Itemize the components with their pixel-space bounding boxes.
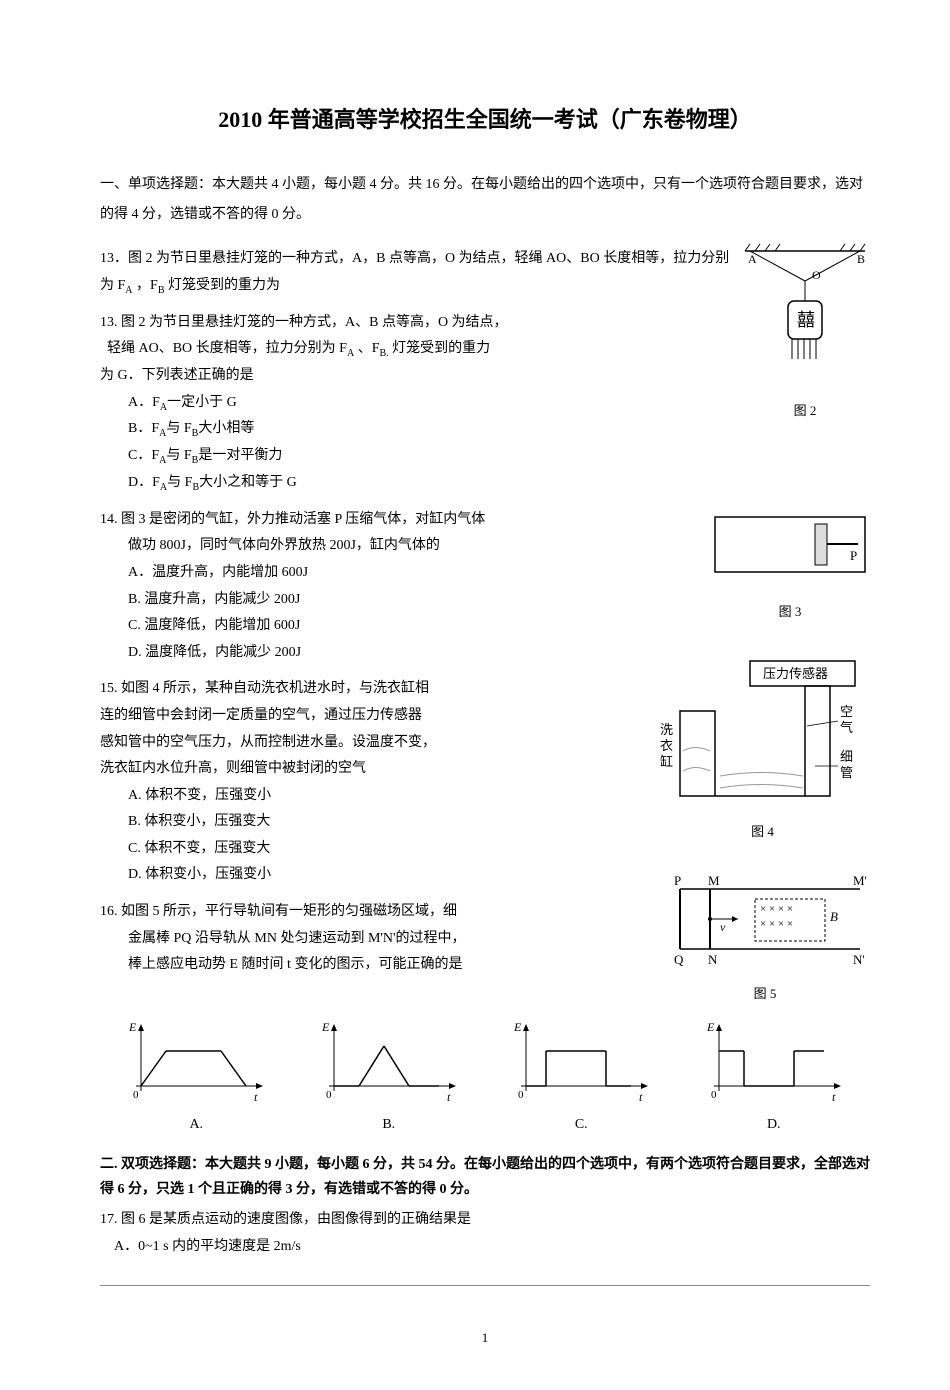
q15-opt-b: B. 体积变小，压强变大 <box>128 809 870 836</box>
page-number: 1 <box>100 1326 870 1349</box>
q14-opt-c: C. 温度降低，内能增加 600J <box>128 613 870 640</box>
q14-line1: 14. 图 3 是密闭的气缸，外力推动活塞 P 压缩气体，对缸内气体 <box>100 507 870 534</box>
q15-line4: 洗衣缸内水位升高，则细管中被封闭的空气 <box>100 756 870 783</box>
q16-line2: 金属棒 PQ 沿导轨从 MN 处匀速运动到 M'N'的过程中， <box>100 926 870 953</box>
section2-intro: 二. 双项选择题：本大题共 9 小题，每小题 6 分，共 54 分。在每小题给出… <box>100 1152 870 1202</box>
graph-label-c: C. <box>506 1112 656 1137</box>
q13-opt-d: D．FA与 FB大小之和等于 G <box>128 470 870 497</box>
q15-opt-a: A. 体积不变，压强变小 <box>128 783 870 810</box>
graph-c: E 0 t C. <box>506 1016 656 1137</box>
graph-b: E 0 t B. <box>314 1016 464 1137</box>
q13-opt-c: C．FA与 FB是一对平衡力 <box>128 443 870 470</box>
svg-text:t: t <box>254 1090 258 1104</box>
question-14: 14. 图 3 是密闭的气缸，外力推动活塞 P 压缩气体，对缸内气体 做功 80… <box>100 507 870 667</box>
sub-b: B <box>158 285 165 296</box>
q17-text: 17. 图 6 是某质点运动的速度图像，由图像得到的正确结果是 <box>100 1207 870 1234</box>
graph-label-a: A. <box>121 1112 271 1137</box>
sub-a: A <box>125 285 132 296</box>
q13-opt-a: A．FA一定小于 G <box>128 390 870 417</box>
q13-line2a: 轻绳 AO、BO 长度相等，拉力分别为 F <box>107 341 347 356</box>
q15-opt-d: D. 体积变小，压强变小 <box>128 862 870 889</box>
svg-text:E: E <box>321 1020 330 1034</box>
q15-line3: 感知管中的空气压力，从而控制进水量。设温度不变， <box>100 730 870 757</box>
graph-label-d: D. <box>699 1112 849 1137</box>
q16-line1: 16. 如图 5 所示，平行导轨间有一矩形的匀强磁场区域，细 <box>100 899 870 926</box>
q16-graphs: E 0 t A. E 0 t B. E <box>100 1016 870 1137</box>
q13-line3: 为 G．下列表述正确的是 <box>100 363 870 390</box>
section1-intro: 一、单项选择题：本大题共 4 小题，每小题 4 分。共 16 分。在每小题给出的… <box>100 170 870 232</box>
svg-text:E: E <box>706 1020 715 1034</box>
question-13a: 13．图 2 为节日里悬挂灯笼的一种方式，A，B 点等高，O 为结点，轻绳 AO… <box>100 246 870 299</box>
sub-b: B. <box>380 348 389 359</box>
fig5-label: 图 5 <box>660 982 870 1005</box>
graph-d: E 0 t D. <box>699 1016 849 1137</box>
svg-text:E: E <box>128 1020 137 1034</box>
graph-a: E 0 t A. <box>121 1016 271 1137</box>
q14-line2: 做功 800J，同时气体向外界放热 200J，缸内气体的 <box>100 533 870 560</box>
svg-text:E: E <box>513 1020 522 1034</box>
q15-line2: 连的细管中会封闭一定质量的空气，通过压力传感器 <box>100 703 870 730</box>
footer-divider <box>100 1285 870 1286</box>
page-title: 2010 年普通高等学校招生全国统一考试（广东卷物理） <box>100 100 870 140</box>
q13a-text2: ，F <box>136 278 158 293</box>
question-15: 15. 如图 4 所示，某种自动洗衣机进水时，与洗衣缸相 连的细管中会封闭一定质… <box>100 676 870 889</box>
q13-line2c: 灯笼受到的重力 <box>392 341 490 356</box>
question-16: 16. 如图 5 所示，平行导轨间有一矩形的匀强磁场区域，细 金属棒 PQ 沿导… <box>100 899 870 979</box>
svg-text:0: 0 <box>518 1089 524 1101</box>
svg-text:t: t <box>447 1090 451 1104</box>
question-17: 17. 图 6 是某质点运动的速度图像，由图像得到的正确结果是 A．0~1 s … <box>100 1207 870 1260</box>
q13-line2b: 、F <box>358 341 380 356</box>
q13-line1: 13. 图 2 为节日里悬挂灯笼的一种方式，A、B 点等高，O 为结点， <box>100 310 870 337</box>
svg-text:0: 0 <box>133 1089 139 1101</box>
q17-opt-a: A．0~1 s 内的平均速度是 2m/s <box>100 1234 870 1261</box>
q13a-text3: 灯笼受到的重力为 <box>168 278 280 293</box>
q16-line3: 棒上感应电动势 E 随时间 t 变化的图示，可能正确的是 <box>100 952 870 979</box>
svg-text:0: 0 <box>711 1089 717 1101</box>
svg-text:t: t <box>832 1090 836 1104</box>
q15-opt-c: C. 体积不变，压强变大 <box>128 836 870 863</box>
question-13: 13. 图 2 为节日里悬挂灯笼的一种方式，A、B 点等高，O 为结点， 轻绳 … <box>100 310 870 497</box>
q14-opt-b: B. 温度升高，内能减少 200J <box>128 587 870 614</box>
graph-label-b: B. <box>314 1112 464 1137</box>
svg-text:0: 0 <box>326 1089 332 1101</box>
svg-text:t: t <box>639 1090 643 1104</box>
q15-line1: 15. 如图 4 所示，某种自动洗衣机进水时，与洗衣缸相 <box>100 676 870 703</box>
q14-opt-d: D. 温度降低，内能减少 200J <box>128 640 870 667</box>
sub-a: A <box>347 348 354 359</box>
q14-opt-a: A．温度升高，内能增加 600J <box>128 560 870 587</box>
q13-opt-b: B．FA与 FB大小相等 <box>128 416 870 443</box>
